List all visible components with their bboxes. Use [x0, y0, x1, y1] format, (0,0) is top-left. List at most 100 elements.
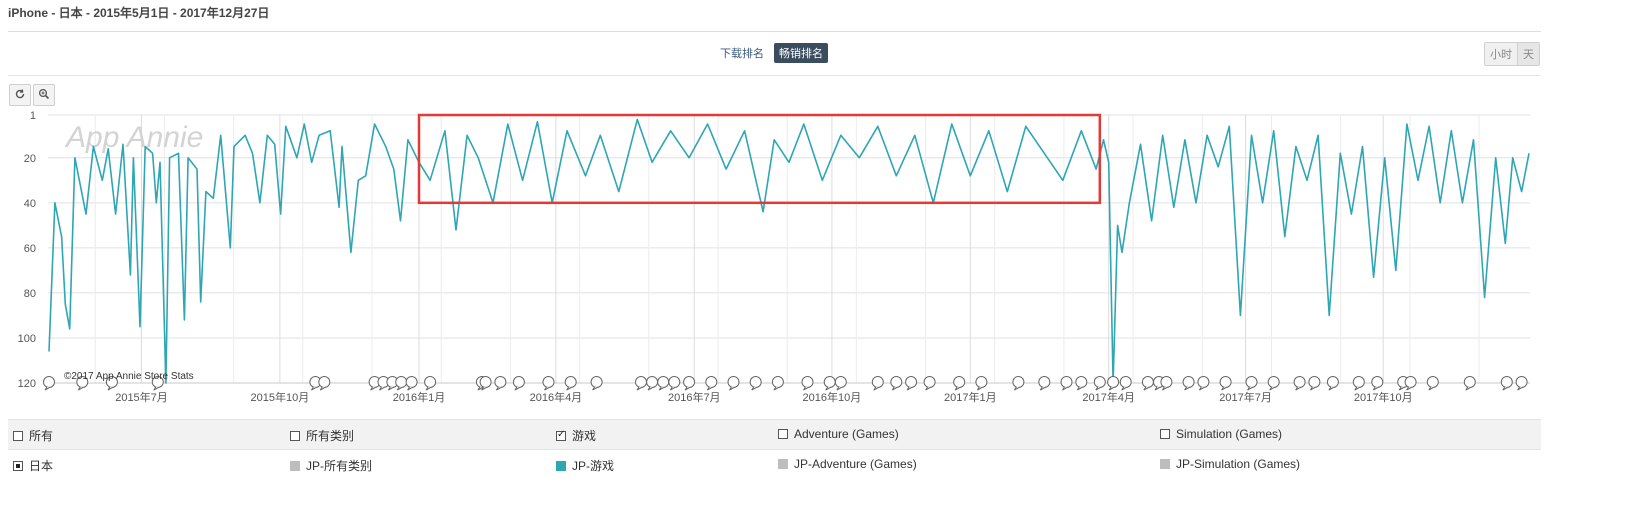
legend-label: 日本	[29, 459, 54, 473]
metric-tabs: 下载排名 畅销排名	[0, 43, 1543, 63]
event-marker-icon[interactable]	[1107, 376, 1120, 391]
event-marker-icon[interactable]	[635, 376, 647, 391]
event-marker-icon[interactable]	[1060, 376, 1073, 391]
event-marker-icon[interactable]	[1012, 376, 1025, 391]
checkbox-all-categories[interactable]	[290, 430, 300, 441]
event-marker-icon[interactable]	[801, 376, 814, 391]
event-markers	[43, 376, 1528, 391]
tab-grossing[interactable]: 畅销排名	[774, 43, 829, 63]
x-axis: 2015年7月 2015年10月 2016年1月 2016年4月 2016年7月 2016…	[115, 390, 1412, 404]
x-tick-label: 2016年7月	[668, 390, 721, 404]
event-marker-icon[interactable]	[494, 376, 507, 391]
legend-item-japan[interactable]: 日本	[13, 457, 53, 474]
zoom-in-button[interactable]	[33, 84, 55, 106]
event-marker-icon[interactable]	[749, 376, 762, 391]
event-marker-icon[interactable]	[871, 376, 884, 391]
legend-label: Adventure (Games)	[794, 427, 899, 441]
event-marker-icon[interactable]	[890, 376, 903, 391]
chart-grid	[48, 114, 1530, 384]
event-marker-icon[interactable]	[823, 376, 836, 391]
event-marker-icon[interactable]	[1075, 376, 1088, 391]
tab-downloads[interactable]: 下载排名	[719, 48, 764, 60]
event-marker-icon[interactable]	[424, 376, 437, 391]
event-marker-icon[interactable]	[1308, 376, 1321, 391]
event-marker-icon[interactable]	[1119, 376, 1132, 391]
event-marker-icon[interactable]	[590, 376, 603, 391]
event-marker-icon[interactable]	[512, 376, 525, 391]
checkbox-all[interactable]	[13, 430, 23, 441]
event-marker-icon[interactable]	[105, 376, 118, 391]
granularity-hourly-button[interactable]: 小时	[1485, 43, 1517, 65]
event-marker-icon[interactable]	[1426, 376, 1439, 391]
y-tick-label: 120	[18, 378, 36, 390]
event-marker-icon[interactable]	[1352, 376, 1365, 391]
x-tick-label: 2017年1月	[944, 390, 997, 404]
event-marker-icon[interactable]	[1219, 376, 1232, 391]
event-marker-icon[interactable]	[668, 376, 681, 391]
x-tick-label: 2015年10月	[251, 390, 310, 404]
event-marker-icon[interactable]	[1500, 376, 1513, 391]
event-marker-icon[interactable]	[1160, 376, 1173, 391]
event-marker-icon[interactable]	[923, 376, 936, 391]
legend-item-all-categories[interactable]: 所有类别	[290, 427, 354, 444]
legend-item-jp-all-categories[interactable]: JP-所有类别	[290, 457, 372, 474]
x-tick-label: 2017年4月	[1082, 390, 1135, 404]
legend-row-categories: 所有 所有类别 游戏 Adventure (Games) Simulation …	[8, 419, 1541, 450]
legend-item-simulation[interactable]: Simulation (Games)	[1160, 427, 1282, 441]
event-marker-icon[interactable]	[542, 376, 555, 391]
event-marker-icon[interactable]	[705, 376, 718, 391]
event-marker-icon[interactable]	[151, 376, 164, 391]
x-tick-label: 2017年7月	[1219, 390, 1272, 404]
event-marker-icon[interactable]	[834, 376, 847, 391]
event-marker-icon[interactable]	[683, 376, 696, 391]
checkbox-simulation[interactable]	[1160, 429, 1170, 439]
event-marker-icon[interactable]	[1515, 376, 1528, 391]
event-marker-icon[interactable]	[395, 376, 408, 391]
event-marker-icon[interactable]	[1371, 376, 1384, 391]
legend-label: JP-所有类别	[306, 459, 373, 473]
legend-row-series: 日本 JP-所有类别 JP-游戏 JP-Adventure (Games) JP…	[8, 450, 1541, 479]
event-marker-icon[interactable]	[905, 376, 918, 391]
event-marker-icon[interactable]	[1463, 376, 1476, 391]
event-marker-icon[interactable]	[1141, 376, 1154, 391]
event-marker-icon[interactable]	[1038, 376, 1051, 391]
checkbox-adventure[interactable]	[778, 429, 788, 439]
legend-item-jp-simulation[interactable]: JP-Simulation (Games)	[1160, 457, 1300, 471]
event-marker-icon[interactable]	[479, 376, 492, 391]
event-marker-icon[interactable]	[76, 376, 89, 391]
swatch-jp-simulation	[1160, 459, 1170, 469]
checkbox-games[interactable]	[556, 429, 566, 441]
event-marker-icon[interactable]	[771, 376, 784, 391]
legend-item-games[interactable]: 游戏	[556, 427, 596, 444]
checkbox-japan[interactable]	[13, 460, 23, 471]
legend-item-all[interactable]: 所有	[13, 427, 53, 444]
event-marker-icon[interactable]	[405, 376, 418, 391]
event-marker-icon[interactable]	[646, 376, 659, 391]
event-marker-icon[interactable]	[43, 376, 55, 391]
granularity-daily-button[interactable]: 天	[1517, 43, 1539, 65]
event-marker-icon[interactable]	[318, 376, 331, 391]
reset-zoom-button[interactable]	[9, 84, 31, 106]
legend-item-jp-games[interactable]: JP-游戏	[556, 457, 614, 474]
event-marker-icon[interactable]	[1197, 376, 1210, 391]
event-marker-icon[interactable]	[564, 376, 577, 391]
event-marker-icon[interactable]	[975, 376, 988, 391]
event-marker-icon[interactable]	[1267, 376, 1280, 391]
event-marker-icon[interactable]	[1293, 376, 1306, 391]
x-tick-label: 2016年1月	[393, 390, 446, 404]
event-marker-icon[interactable]	[1404, 376, 1417, 391]
event-marker-icon[interactable]	[657, 376, 670, 391]
legend-item-adventure[interactable]: Adventure (Games)	[778, 427, 899, 441]
event-marker-icon[interactable]	[953, 376, 966, 391]
event-marker-icon[interactable]	[1093, 376, 1106, 391]
page-title: iPhone - 日本 - 2015年5月1日 - 2017年12月27日	[8, 6, 270, 20]
event-marker-icon[interactable]	[727, 376, 740, 391]
event-marker-icon[interactable]	[377, 376, 390, 391]
event-marker-icon[interactable]	[1326, 376, 1339, 391]
event-marker-icon[interactable]	[1245, 376, 1258, 391]
legend-label: 游戏	[572, 429, 597, 443]
legend-item-jp-adventure[interactable]: JP-Adventure (Games)	[778, 457, 917, 471]
legend-label: JP-Adventure (Games)	[794, 457, 917, 471]
event-marker-icon[interactable]	[1182, 376, 1195, 391]
